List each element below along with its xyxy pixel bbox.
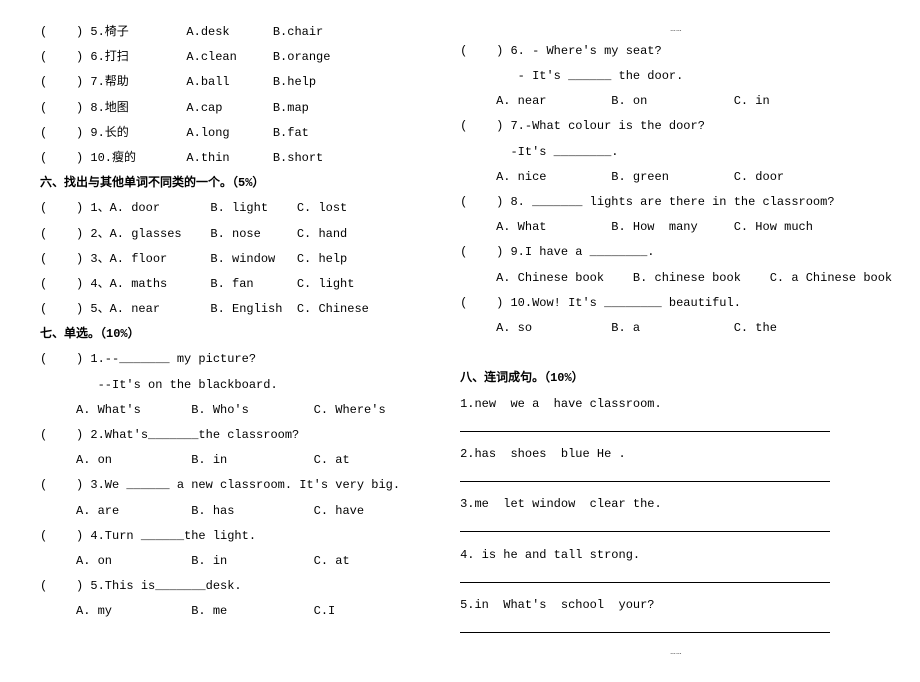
q10: ( ) 10.Wow! It's ________ beautiful. <box>460 291 892 316</box>
q6-line2: - It's ______ the door. <box>460 64 892 89</box>
q1-opts: A. What's B. Who's C. Where's <box>40 398 400 423</box>
s5-line <box>460 618 892 643</box>
odd-list: ( ) 1、A. door B. light C. lost( ) 2、A. g… <box>40 196 400 322</box>
heading-8: 八、连词成句。（10%） <box>460 366 892 391</box>
q5: ( ) 5.This is_______desk. <box>40 574 400 599</box>
s5: 5.in What's school your? <box>460 593 892 618</box>
q4-opts: A. on B. in C. at <box>40 549 400 574</box>
q3: ( ) 3.We ______ a new classroom. It's ve… <box>40 473 400 498</box>
q2: ( ) 2.What's_______the classroom? <box>40 423 400 448</box>
s3: 3.me let window clear the. <box>460 492 892 517</box>
heading-7: 七、单选。（10%） <box>40 322 400 347</box>
spacer <box>460 341 892 366</box>
s1-line <box>460 417 892 442</box>
vocab-row: ( ) 6.打扫 A.clean B.orange <box>40 45 400 70</box>
vocab-row: ( ) 10.瘦的 A.thin B.short <box>40 146 400 171</box>
q8-opts: A. What B. How many C. How much <box>460 215 892 240</box>
vocab-list: ( ) 5.椅子 A.desk B.chair( ) 6.打扫 A.clean … <box>40 20 400 171</box>
vocab-row: ( ) 7.帮助 A.ball B.help <box>40 70 400 95</box>
vocab-row: ( ) 5.椅子 A.desk B.chair <box>40 20 400 45</box>
odd-row: ( ) 3、A. floor B. window C. help <box>40 247 400 272</box>
s4: 4. is he and tall strong. <box>460 543 892 568</box>
q3-opts: A. are B. has C. have <box>40 499 400 524</box>
q1-line1: ( ) 1.--_______ my picture? <box>40 347 400 372</box>
dots-top: …… <box>460 20 892 39</box>
q7-opts: A. nice B. green C. door <box>460 165 892 190</box>
heading-6: 六、找出与其他单词不同类的一个。（5%） <box>40 171 400 196</box>
odd-row: ( ) 5、A. near B. English C. Chinese <box>40 297 400 322</box>
vocab-row: ( ) 8.地图 A.cap B.map <box>40 96 400 121</box>
right-column: …… ( ) 6. - Where's my seat? - It's ____… <box>460 20 892 662</box>
odd-row: ( ) 2、A. glasses B. nose C. hand <box>40 222 400 247</box>
odd-row: ( ) 1、A. door B. light C. lost <box>40 196 400 221</box>
q7-line1: ( ) 7.-What colour is the door? <box>460 114 892 139</box>
left-column: ( ) 5.椅子 A.desk B.chair( ) 6.打扫 A.clean … <box>40 20 400 662</box>
s2-line <box>460 467 892 492</box>
q5-opts: A. my B. me C.I <box>40 599 400 624</box>
q9-opts: A. Chinese book B. chinese book C. a Chi… <box>460 266 892 291</box>
q2-opts: A. on B. in C. at <box>40 448 400 473</box>
q8: ( ) 8. _______ lights are there in the c… <box>460 190 892 215</box>
s4-line <box>460 568 892 593</box>
s2: 2.has shoes blue He . <box>460 442 892 467</box>
vocab-row: ( ) 9.长的 A.long B.fat <box>40 121 400 146</box>
q10-opts: A. so B. a C. the <box>460 316 892 341</box>
q6-line1: ( ) 6. - Where's my seat? <box>460 39 892 64</box>
q7-line2: -It's ________. <box>460 140 892 165</box>
q4: ( ) 4.Turn ______the light. <box>40 524 400 549</box>
q1-line2: --It's on the blackboard. <box>40 373 400 398</box>
s3-line <box>460 517 892 542</box>
dots-bottom: …… <box>460 643 892 662</box>
q6-opts: A. near B. on C. in <box>460 89 892 114</box>
odd-row: ( ) 4、A. maths B. fan C. light <box>40 272 400 297</box>
q9: ( ) 9.I have a ________. <box>460 240 892 265</box>
s1: 1.new we a have classroom. <box>460 392 892 417</box>
